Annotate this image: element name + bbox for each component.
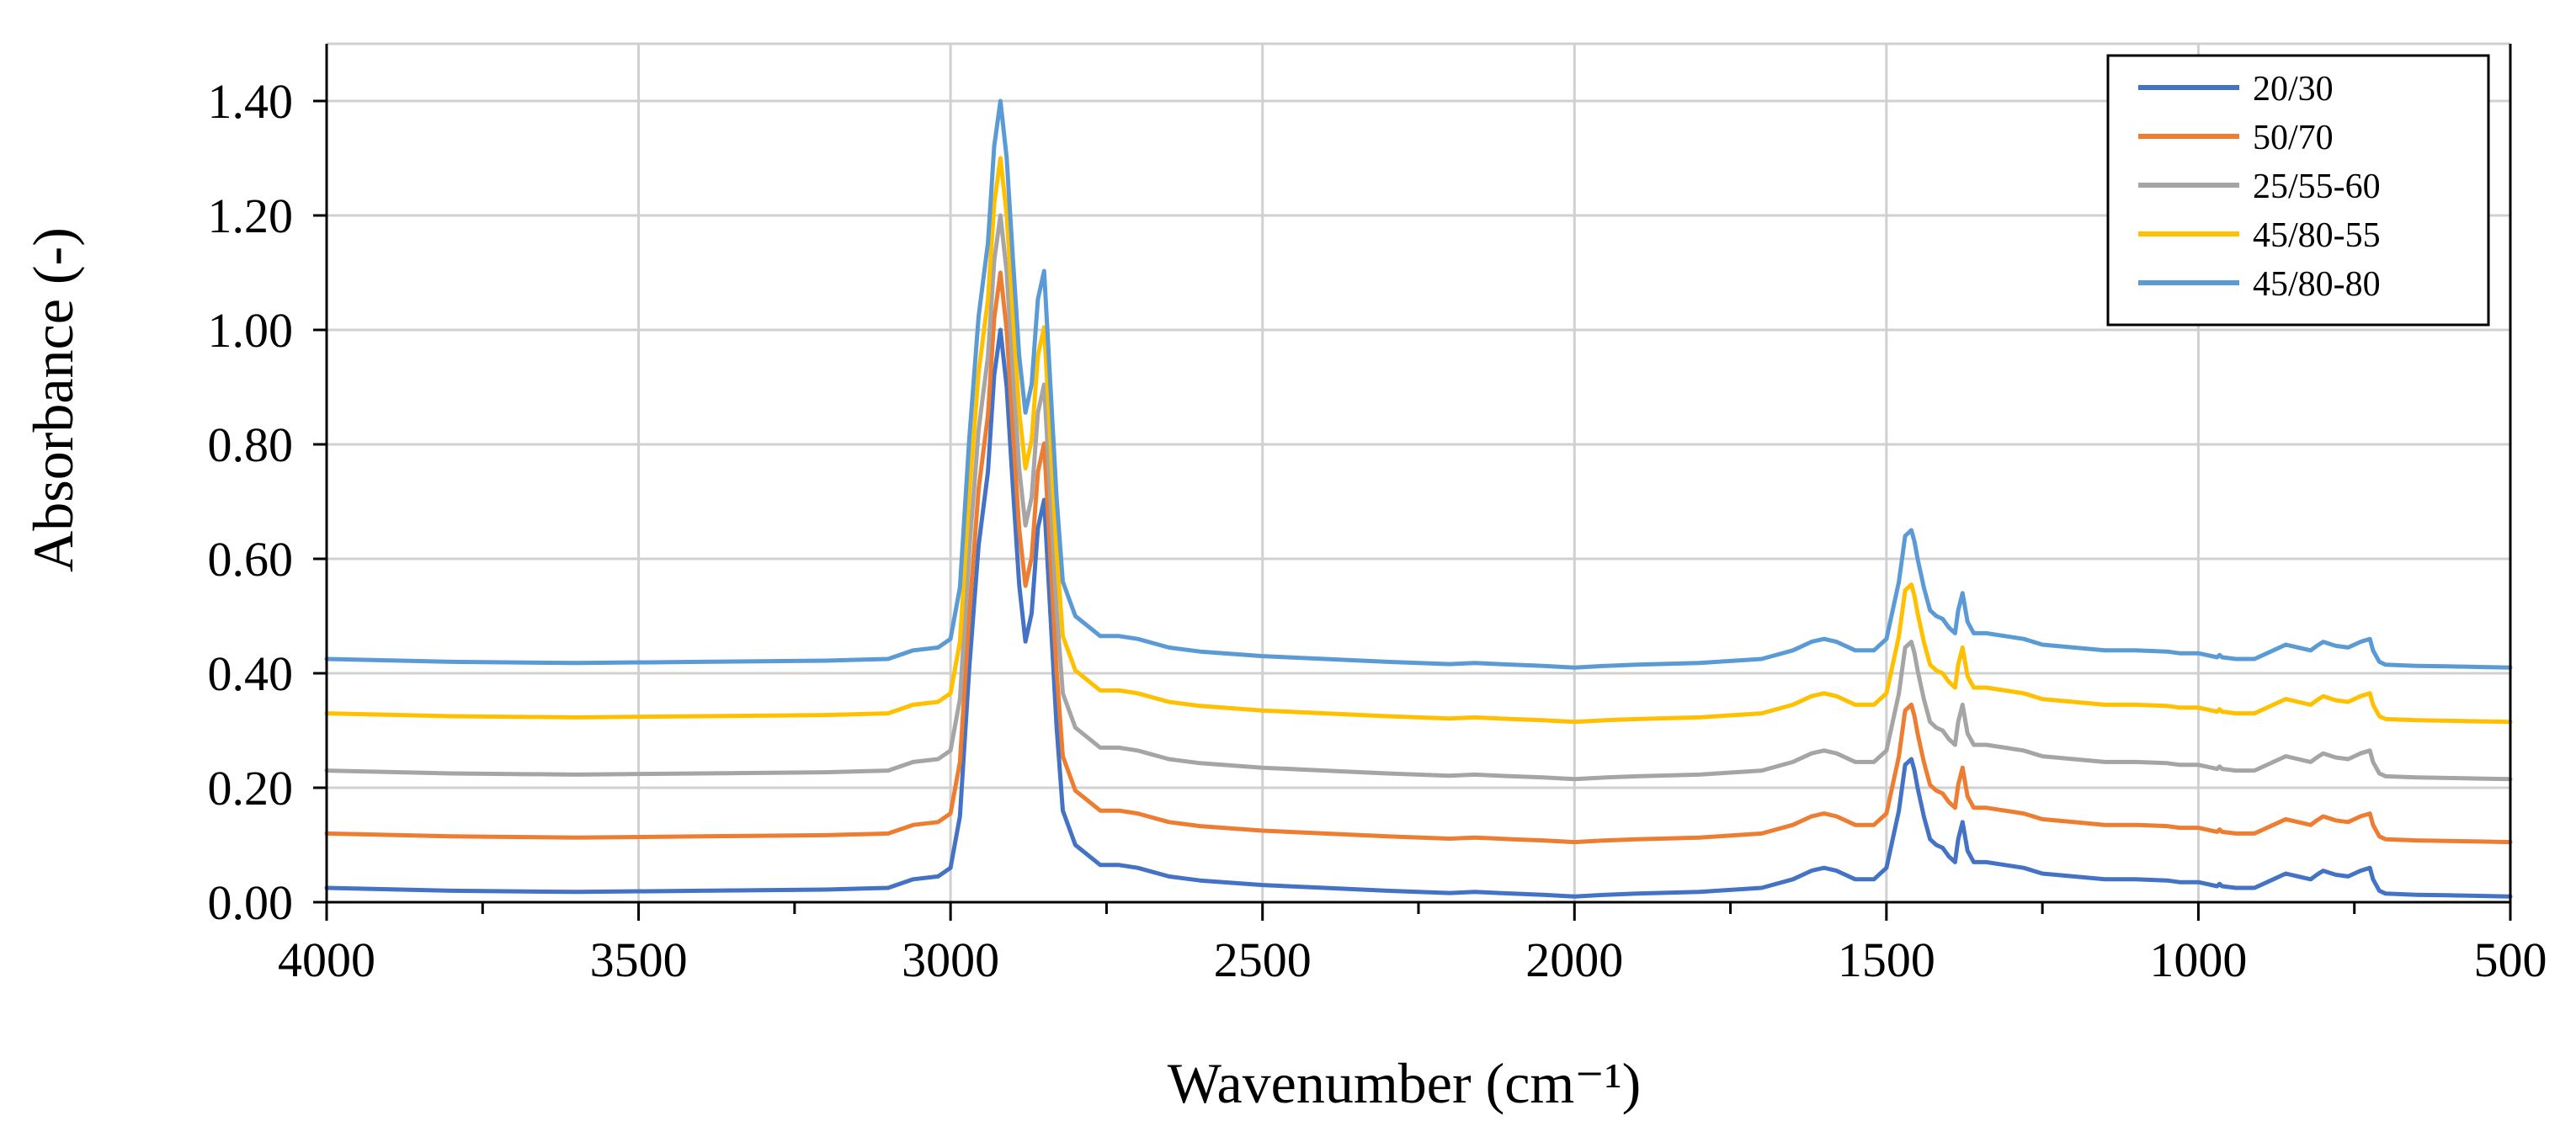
- x-tick-label-1: 3500: [590, 932, 688, 987]
- legend: 20/30 50/70 25/55-60 45/80-55 45/80-80: [2106, 54, 2490, 327]
- series-line-20-30: [324, 327, 2513, 899]
- x-tick-label-3: 2500: [1214, 932, 1312, 987]
- y-tick-label-5: 1.00: [208, 303, 294, 358]
- x-tick-label-7: 500: [2474, 932, 2547, 987]
- x-tick-label-6: 1000: [2149, 932, 2247, 987]
- y-tick-labels: 0.00 0.20 0.40 0.60 0.80 1.00 1.20 1.40: [208, 74, 294, 930]
- axes: [313, 44, 2512, 921]
- series-line-45-80-55: [324, 156, 2513, 725]
- grid: [325, 42, 2512, 904]
- legend-label-25-55-60: 25/55-60: [2253, 167, 2381, 206]
- legend-label-45-80-80: 45/80-80: [2253, 265, 2381, 304]
- series-line-50-70: [324, 270, 2513, 845]
- y-tick-label-6: 1.20: [208, 189, 294, 243]
- x-tick-labels: 4000 3500 3000 2500 2000 1500 1000 500: [278, 932, 2547, 987]
- y-tick-label-4: 0.80: [208, 417, 294, 472]
- y-tick-label-7: 1.40: [208, 74, 294, 129]
- y-tick-label-1: 0.20: [208, 761, 294, 816]
- series-line-25-55-60: [324, 213, 2513, 782]
- x-tick-label-0: 4000: [278, 932, 375, 987]
- legend-label-20-30: 20/30: [2253, 70, 2334, 109]
- series-lines: [324, 98, 2513, 899]
- x-tick-label-5: 1500: [1838, 932, 1935, 987]
- y-tick-label-2: 0.40: [208, 646, 294, 701]
- x-axis-title: Wavenumber (cm⁻¹): [1168, 1051, 1641, 1115]
- y-tick-label-0: 0.00: [208, 875, 294, 930]
- series-line-45-80-80: [324, 98, 2513, 670]
- y-axis-title: Absorbance (-): [21, 227, 85, 572]
- y-tick-label-3: 0.60: [208, 532, 294, 587]
- legend-box: [2106, 54, 2490, 327]
- legend-label-45-80-55: 45/80-55: [2253, 216, 2381, 255]
- x-tick-label-2: 3000: [902, 932, 999, 987]
- legend-label-50-70: 50/70: [2253, 119, 2334, 157]
- x-tick-label-4: 2000: [1525, 932, 1623, 987]
